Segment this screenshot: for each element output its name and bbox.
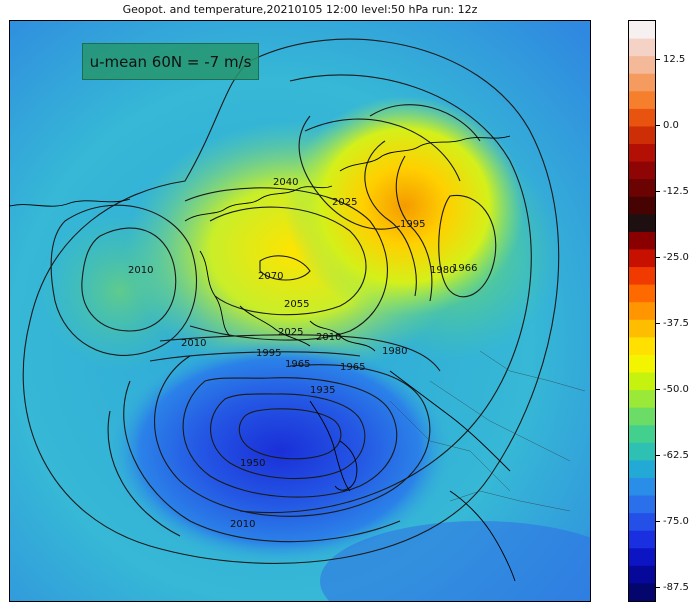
colorbar-tick-label: -12.5 — [656, 186, 689, 197]
contour-label: 2010 — [230, 519, 255, 530]
contour-label: 1966 — [452, 263, 477, 274]
colorbar-swatch — [629, 302, 655, 321]
colorbar-swatch — [629, 267, 655, 286]
colorbar-swatch — [629, 477, 655, 497]
contour-label: 1980 — [382, 346, 407, 357]
colorbar-tick-label: -50.0 — [656, 384, 689, 395]
contour-label: 1965 — [340, 362, 365, 373]
colorbar-swatch — [629, 425, 655, 444]
colorbar-swatch — [629, 284, 655, 303]
colorbar-swatch — [629, 214, 655, 233]
colorbar-tick-label: 12.5 — [656, 54, 685, 65]
colorbar-swatch — [629, 249, 655, 268]
colorbar-swatch — [629, 319, 655, 338]
contour-label: 1950 — [240, 458, 265, 469]
colorbar-swatch — [629, 179, 655, 198]
colorbar-swatch — [629, 530, 655, 549]
contour-label: 2070 — [258, 271, 283, 282]
contour-label: 2025 — [332, 197, 357, 208]
cold-anomaly — [105, 336, 455, 566]
map-title: Geopot. and temperature,20210105 12:00 l… — [122, 3, 478, 16]
colorbar-tick-label: 0.0 — [656, 120, 679, 131]
map-svg: 2040 2025 1995 1980 1966 2010 2070 2055 … — [10, 21, 590, 601]
colorbar-swatch — [629, 442, 655, 461]
colorbar-ticks: 12.5 0.0 -12.5 -25.0 -37.5 -50.0 -62.5 -… — [656, 20, 700, 602]
contour-label: 2040 — [273, 177, 298, 188]
colorbar-swatch — [629, 390, 655, 409]
contour-label: 2025 — [278, 327, 303, 338]
borders — [389, 350, 586, 512]
contour-label: 1935 — [310, 385, 335, 396]
colorbar-tick-label: -87.5 — [656, 582, 689, 593]
u-mean-info-box: u-mean 60N = -7 m/s — [82, 43, 259, 80]
colorbar-svg — [629, 21, 655, 601]
contour-label: 2010 — [316, 332, 341, 343]
colorbar-swatch — [629, 460, 655, 479]
colorbar-swatch — [629, 231, 655, 251]
contour-label: 1980 — [430, 265, 455, 276]
warm-anomaly-east — [285, 96, 525, 316]
colorbar-swatch — [629, 73, 655, 92]
colorbar-swatch — [629, 161, 655, 180]
contour-label-group: 2040 2025 1995 1980 1966 2010 2070 2055 … — [128, 177, 477, 530]
colorbar-tick-label: -62.5 — [656, 450, 689, 461]
contour-label: 2010 — [128, 265, 153, 276]
geopotential-contours — [22, 38, 560, 564]
colorbar-swatch — [629, 56, 655, 75]
colorbar — [628, 20, 656, 602]
contour-label: 1995 — [400, 219, 425, 230]
colorbar-swatch — [629, 354, 655, 374]
coastlines — [10, 135, 516, 582]
colorbar-swatch — [629, 495, 655, 514]
colorbar-swatch — [629, 337, 655, 356]
colorbar-tick-label: -25.0 — [656, 252, 689, 263]
colorbar-swatch — [629, 513, 655, 532]
colorbar-swatch — [629, 144, 655, 163]
polar-map: 2040 2025 1995 1980 1966 2010 2070 2055 … — [9, 20, 591, 602]
colorbar-swatch — [629, 21, 655, 40]
contour-label: 1995 — [256, 348, 281, 359]
colorbar-swatch — [629, 126, 655, 145]
contour-label: 2010 — [181, 338, 206, 349]
colorbar-swatch — [629, 565, 655, 585]
colorbar-tick-label: -37.5 — [656, 318, 689, 329]
colorbar-swatch — [629, 196, 655, 215]
colorbar-swatch — [629, 583, 655, 601]
contour-label: 2055 — [284, 299, 309, 310]
colorbar-swatch — [629, 108, 655, 128]
colorbar-swatch — [629, 372, 655, 391]
contour-label: 1965 — [285, 359, 310, 370]
colorbar-tick-label: -75.0 — [656, 516, 689, 527]
colorbar-swatch — [629, 407, 655, 426]
colorbar-swatch — [629, 548, 655, 567]
colorbar-swatch — [629, 91, 655, 110]
colorbar-swatch — [629, 38, 655, 57]
